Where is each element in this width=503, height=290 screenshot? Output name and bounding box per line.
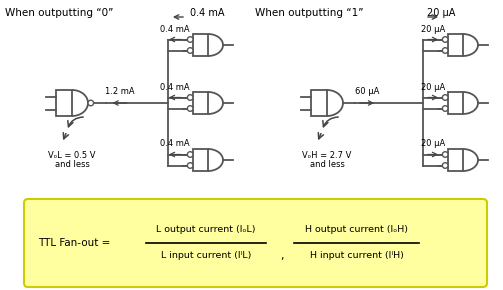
Text: When outputting “1”: When outputting “1” [255,8,364,18]
Circle shape [188,152,193,157]
Circle shape [188,95,193,100]
Text: 0.4 mA: 0.4 mA [160,24,190,34]
Text: 0.4 mA: 0.4 mA [190,8,224,18]
Text: 20 μA: 20 μA [421,82,445,92]
Text: 60 μA: 60 μA [355,87,379,96]
Circle shape [188,48,193,53]
FancyBboxPatch shape [24,199,487,287]
Circle shape [88,100,94,106]
Circle shape [188,106,193,111]
Circle shape [188,37,193,42]
Text: VₒH = 2.7 V: VₒH = 2.7 V [302,151,352,160]
Circle shape [443,106,448,111]
Text: 20 μA: 20 μA [427,8,455,18]
Text: 0.4 mA: 0.4 mA [160,139,190,148]
Text: H input current (IᴵH): H input current (IᴵH) [309,251,403,260]
Text: 0.4 mA: 0.4 mA [160,82,190,92]
Circle shape [443,95,448,100]
Text: and less: and less [54,160,90,169]
Text: 20 μA: 20 μA [421,24,445,34]
Text: VₒL = 0.5 V: VₒL = 0.5 V [48,151,96,160]
Text: 1.2 mA: 1.2 mA [105,87,134,96]
Circle shape [443,48,448,53]
Text: ,: , [280,251,284,261]
Circle shape [443,163,448,168]
Text: TTL Fan-out =: TTL Fan-out = [38,238,114,248]
Text: 20 μA: 20 μA [421,139,445,148]
Text: H output current (IₒH): H output current (IₒH) [305,226,408,235]
Text: L output current (IₒL): L output current (IₒL) [156,226,256,235]
Circle shape [443,37,448,42]
Text: and less: and less [309,160,345,169]
Text: When outputting “0”: When outputting “0” [5,8,113,18]
Circle shape [188,163,193,168]
Text: L input current (IᴵL): L input current (IᴵL) [161,251,251,260]
Circle shape [443,152,448,157]
